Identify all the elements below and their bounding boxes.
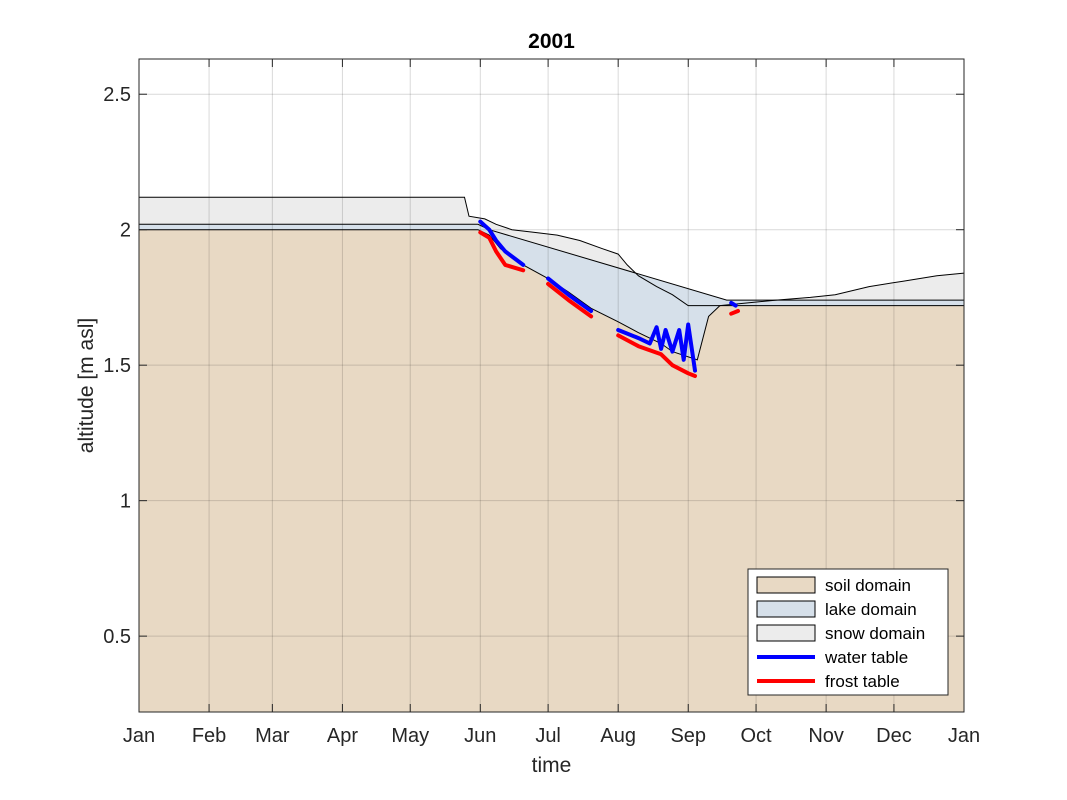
water-table-line: [546, 276, 594, 313]
y-tick-label: 2.5: [103, 84, 131, 106]
x-axis-label: time: [532, 754, 572, 777]
legend-label-water-table: water table: [824, 648, 908, 667]
y-tick-label: 1.5: [103, 355, 131, 377]
x-tick-label: Nov: [808, 725, 844, 747]
legend: soil domain lake domain snow domain water t…: [747, 568, 949, 696]
legend-swatch-snow-domain: [756, 624, 816, 642]
x-tick-label: Oct: [740, 725, 772, 747]
lake-domain-outline: [139, 223, 964, 301]
axes-box: [138, 58, 965, 713]
x-tick-label: Apr: [327, 725, 358, 747]
water-table-line: [729, 300, 738, 308]
x-tick-label: May: [391, 725, 429, 747]
x-tick-label: Sep: [670, 725, 706, 747]
x-tick-label: Jul: [535, 725, 561, 747]
y-tick-label: 0.5: [103, 626, 131, 648]
x-tick-label: Mar: [255, 725, 290, 747]
legend-label-snow-domain: snow domain: [825, 624, 925, 643]
chart-title: 2001: [528, 30, 575, 53]
frost-table-line: [546, 281, 594, 319]
y-tick-label: 1: [120, 491, 131, 513]
y-axis-label: altitude [m asl]: [75, 318, 98, 453]
legend-swatch-lake-domain: [756, 600, 816, 618]
x-tick-label: Jan: [948, 725, 980, 747]
water-table-line: [478, 219, 526, 267]
legend-swatch-soil-domain: [756, 576, 816, 594]
y-tick-label: 2: [120, 220, 131, 242]
snow-domain-outline: [139, 196, 964, 307]
legend-label-soil-domain: soil domain: [825, 576, 911, 595]
frost-table-line: [729, 309, 740, 316]
x-tick-label: Aug: [600, 725, 636, 747]
legend-label-lake-domain: lake domain: [825, 600, 917, 619]
water-table-line: [616, 322, 697, 373]
x-tick-label: Jun: [464, 725, 496, 747]
x-tick-label: Jan: [123, 725, 155, 747]
frost-table-line: [478, 230, 526, 273]
x-tick-label: Dec: [876, 725, 912, 747]
x-tick-label: Feb: [192, 725, 226, 747]
legend-label-frost-table: frost table: [825, 672, 900, 691]
frost-table-line: [616, 333, 697, 378]
